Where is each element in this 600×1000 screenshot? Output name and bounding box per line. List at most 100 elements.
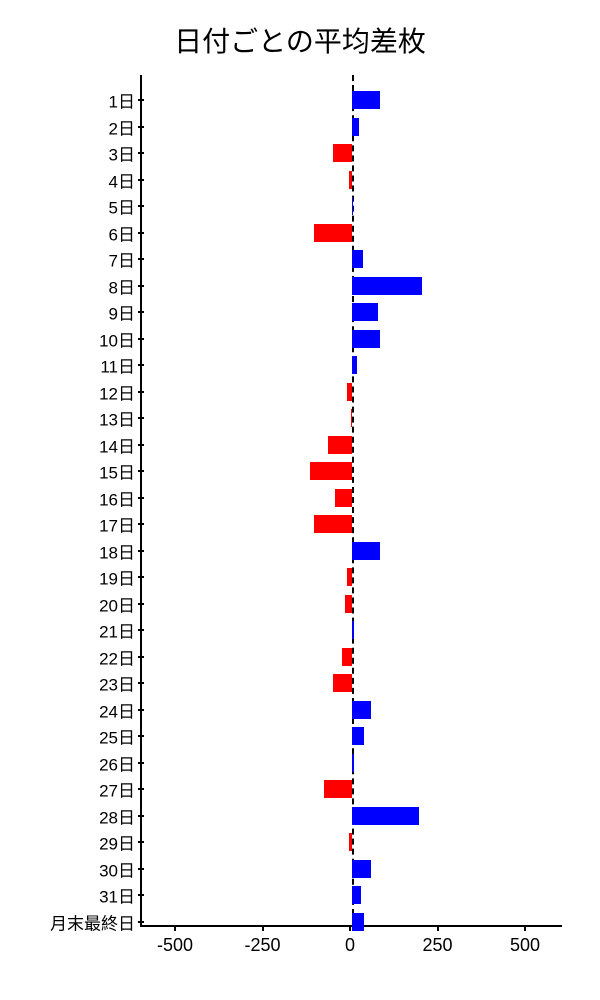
- bar: [335, 489, 353, 507]
- bar: [349, 833, 352, 851]
- y-axis-label: 27日: [99, 777, 135, 802]
- y-axis-label: 22日: [99, 644, 135, 669]
- bar: [328, 436, 353, 454]
- y-axis-label: 7日: [109, 247, 135, 272]
- bar: [342, 648, 353, 666]
- bar: [352, 754, 354, 772]
- y-axis-tick: [138, 285, 144, 287]
- y-axis-tick: [138, 735, 144, 737]
- bar: [352, 277, 422, 295]
- y-axis-tick: [138, 603, 144, 605]
- x-axis-tick: [349, 925, 351, 931]
- x-axis-label: 0: [345, 935, 355, 956]
- x-axis-tick: [437, 925, 439, 931]
- x-axis-tick: [262, 925, 264, 931]
- y-axis-tick: [138, 364, 144, 366]
- y-axis-tick: [138, 444, 144, 446]
- y-axis-label: 21日: [99, 618, 135, 643]
- bar: [352, 250, 363, 268]
- y-axis-label: 17日: [99, 512, 135, 537]
- y-axis-tick: [138, 311, 144, 313]
- bar: [352, 356, 357, 374]
- y-axis-tick: [138, 815, 144, 817]
- y-axis-tick: [138, 258, 144, 260]
- y-axis-label: 月末最終日: [50, 909, 135, 934]
- y-axis-label: 28日: [99, 803, 135, 828]
- y-axis-label: 12日: [99, 379, 135, 404]
- y-axis-label: 31日: [99, 883, 135, 908]
- bar: [352, 303, 378, 321]
- bar: [352, 701, 371, 719]
- bar: [352, 542, 380, 560]
- y-axis-label: 20日: [99, 591, 135, 616]
- y-axis-label: 8日: [109, 273, 135, 298]
- x-axis-label: 500: [510, 935, 540, 956]
- y-axis-label: 5日: [109, 194, 135, 219]
- bar: [352, 197, 353, 215]
- y-axis-tick: [138, 232, 144, 234]
- y-axis-label: 13日: [99, 406, 135, 431]
- bar: [349, 171, 353, 189]
- y-axis-label: 3日: [109, 141, 135, 166]
- bar: [324, 780, 352, 798]
- y-axis-tick: [138, 205, 144, 207]
- bar: [314, 224, 353, 242]
- x-axis-tick: [524, 925, 526, 931]
- y-axis-tick: [138, 894, 144, 896]
- y-axis-label: 24日: [99, 697, 135, 722]
- y-axis-tick: [138, 338, 144, 340]
- y-axis-tick: [138, 126, 144, 128]
- bar: [352, 860, 371, 878]
- y-axis-tick: [138, 99, 144, 101]
- y-axis-label: 25日: [99, 724, 135, 749]
- y-axis-label: 30日: [99, 856, 135, 881]
- y-axis-tick: [138, 417, 144, 419]
- y-axis-label: 26日: [99, 750, 135, 775]
- y-axis-label: 11日: [100, 353, 135, 378]
- bar: [314, 515, 353, 533]
- plot-area: [140, 75, 562, 927]
- y-axis-tick: [138, 179, 144, 181]
- bar: [352, 118, 359, 136]
- y-axis-tick: [138, 576, 144, 578]
- bar: [352, 330, 380, 348]
- y-axis-tick: [138, 391, 144, 393]
- bar: [333, 144, 352, 162]
- y-axis-label: 6日: [109, 220, 135, 245]
- bar: [347, 383, 352, 401]
- bar: [351, 409, 352, 427]
- x-axis-tick: [174, 925, 176, 931]
- bar: [310, 462, 352, 480]
- y-axis-tick: [138, 841, 144, 843]
- x-axis-label: -250: [244, 935, 280, 956]
- bar: [347, 568, 352, 586]
- y-axis-tick: [138, 921, 144, 923]
- bar: [352, 91, 380, 109]
- y-axis-tick: [138, 523, 144, 525]
- bar: [352, 913, 364, 931]
- bar: [352, 886, 361, 904]
- y-axis-label: 10日: [99, 326, 135, 351]
- y-axis-tick: [138, 656, 144, 658]
- y-axis-label: 19日: [99, 565, 135, 590]
- y-axis-label: 29日: [99, 830, 135, 855]
- y-axis-tick: [138, 709, 144, 711]
- y-axis-label: 2日: [109, 114, 135, 139]
- y-axis-tick: [138, 629, 144, 631]
- y-axis-label: 16日: [99, 485, 135, 510]
- y-axis-label: 18日: [99, 538, 135, 563]
- chart-container: 日付ごとの平均差枚 1日2日3日4日5日6日7日8日9日10日11日12日13日…: [0, 0, 600, 1000]
- y-axis-tick: [138, 152, 144, 154]
- bar: [352, 727, 364, 745]
- x-axis-label: 250: [422, 935, 452, 956]
- y-axis-label: 23日: [99, 671, 135, 696]
- y-axis-tick: [138, 868, 144, 870]
- y-axis-tick: [138, 550, 144, 552]
- y-axis-label: 4日: [109, 167, 135, 192]
- chart-title: 日付ごとの平均差枚: [0, 20, 600, 60]
- x-axis-label: -500: [157, 935, 193, 956]
- y-axis-tick: [138, 682, 144, 684]
- bar: [352, 621, 354, 639]
- y-axis-tick: [138, 470, 144, 472]
- y-axis-label: 1日: [109, 88, 135, 113]
